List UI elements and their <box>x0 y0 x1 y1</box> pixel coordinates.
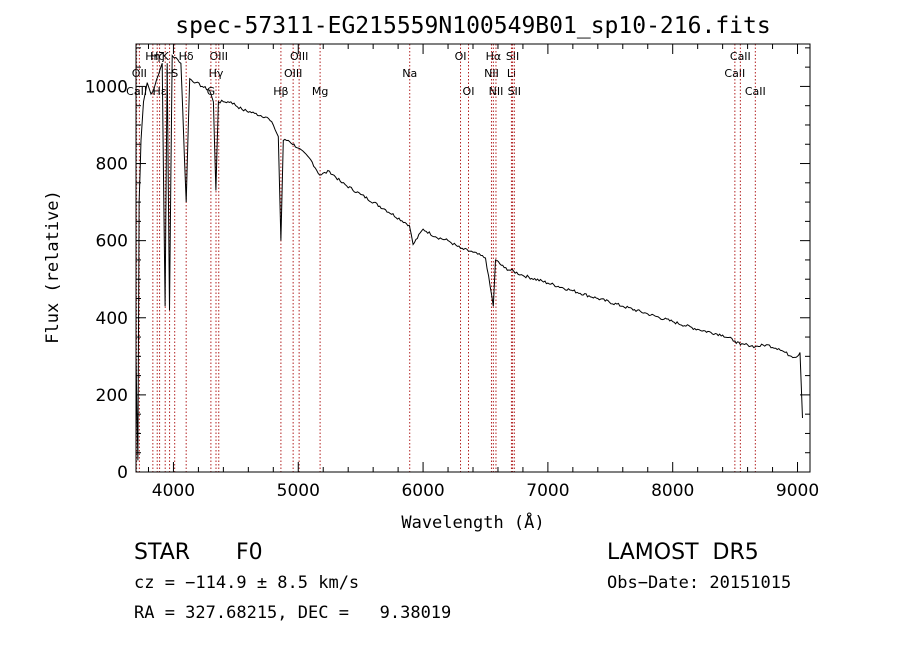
x-tick-label: 7000 <box>526 481 569 501</box>
chart-title: spec-57311-EG215559N100549B01_sp10-216.f… <box>175 13 770 39</box>
y-tick-label: 200 <box>96 386 128 406</box>
spectrum-line <box>135 54 803 461</box>
line-label: CaII <box>126 85 147 98</box>
line-label: G <box>207 85 216 98</box>
line-label: Na <box>402 67 417 80</box>
line-label: Hα <box>486 50 502 63</box>
x-tick-label: 8000 <box>651 481 694 501</box>
y-tick-label: 0 <box>117 463 128 483</box>
y-tick-label: 400 <box>96 309 128 329</box>
line-label: SII <box>508 85 521 98</box>
line-label: Hδ <box>179 50 194 63</box>
line-label: Li <box>507 67 516 80</box>
x-axis-label: Wavelength (Å) <box>401 511 544 533</box>
line-label: Hε <box>152 85 166 98</box>
line-label: SII <box>506 50 519 63</box>
line-label: OIII <box>284 67 302 80</box>
line-label: OI <box>455 50 467 63</box>
x-tick-label: 5000 <box>277 481 320 501</box>
line-label: OII <box>132 67 147 80</box>
x-tick-label: 4000 <box>152 481 195 501</box>
axes: 4000 5000 6000 7000 8000 9000 0 200 400 600 800 100… <box>85 44 819 501</box>
line-label: CaII <box>724 67 745 80</box>
coordinates: RA = 327.68215, DEC = 9.38019 <box>134 603 452 623</box>
line-label: NII <box>484 67 499 80</box>
survey-name: LAMOST DR5 <box>607 540 759 565</box>
y-axis-label: Flux (relative) <box>43 190 63 344</box>
y-tick-label: 600 <box>96 232 128 252</box>
line-label: H <box>165 67 173 80</box>
line-label: Hζ <box>150 50 164 63</box>
line-label: OI <box>463 85 475 98</box>
x-tick-label: 6000 <box>401 481 444 501</box>
object-class: STAR <box>134 540 191 565</box>
object-subclass: F0 <box>236 540 263 565</box>
line-label: K <box>162 50 170 63</box>
redshift-readout: cz = −114.9 ± 8.5 km/s <box>134 573 360 593</box>
y-tick-label: 800 <box>96 155 128 175</box>
line-label: OIII <box>210 50 228 63</box>
observation-date: Obs−Date: 20151015 <box>607 573 792 593</box>
line-label: CaII <box>745 85 766 98</box>
line-label: NII <box>489 85 504 98</box>
line-label: Hη <box>145 50 160 63</box>
line-label: Hβ <box>273 85 288 98</box>
line-label: S <box>171 67 178 80</box>
line-label: OIII <box>290 50 308 63</box>
y-tick-label: 1000 <box>85 77 128 97</box>
plot-frame <box>135 43 811 473</box>
line-label: CaII <box>730 50 751 63</box>
line-label: Hγ <box>209 67 224 80</box>
line-label: Mg <box>312 85 328 98</box>
x-tick-label: 9000 <box>776 481 819 501</box>
